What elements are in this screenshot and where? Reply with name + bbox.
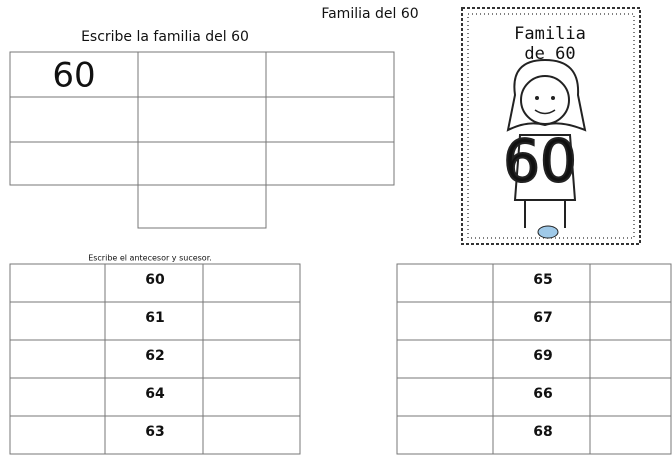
- grid-cell: [265, 141, 395, 186]
- table-cell: [396, 301, 494, 341]
- table-cell: [9, 415, 106, 455]
- table-cell: [9, 263, 106, 303]
- sequence-number: 60: [145, 272, 165, 288]
- grid-cell: [137, 96, 267, 143]
- table-cell: [9, 339, 106, 379]
- table-cell: [202, 301, 301, 341]
- grid-cell: [265, 51, 395, 98]
- sequence-number: 62: [145, 348, 164, 364]
- table-cell: [202, 263, 301, 303]
- table-cell: [589, 415, 672, 455]
- table-cell: [589, 339, 672, 379]
- sequence-number: 69: [533, 348, 552, 364]
- table-cell: [202, 415, 301, 455]
- grid-cell: [137, 141, 267, 186]
- grid-cell: [137, 184, 267, 229]
- table-cell: [202, 377, 301, 417]
- sequence-number: 68: [533, 424, 552, 440]
- sequence-instruction: Escribe el antecesor y sucesor.: [88, 254, 212, 263]
- table-cell: [396, 263, 494, 303]
- table-cell: [396, 415, 494, 455]
- table-cell: [9, 301, 106, 341]
- table-cell: [396, 377, 494, 417]
- table-cell: [589, 377, 672, 417]
- grid-cell: [137, 51, 267, 98]
- page-title: Familia del 60: [321, 6, 418, 22]
- family-instruction: Escribe la familia del 60: [81, 29, 249, 45]
- grid-cell: [9, 96, 139, 143]
- sequence-number: 61: [145, 310, 164, 326]
- table-cell: [396, 339, 494, 379]
- grid-cell: [9, 141, 139, 186]
- sequence-number: 64: [145, 386, 165, 402]
- sequence-number: 63: [145, 424, 164, 440]
- table-cell: [9, 377, 106, 417]
- cover-title: Familia: [514, 24, 586, 44]
- grid-cell: [265, 96, 395, 143]
- table-cell: [202, 339, 301, 379]
- given-number: 60: [52, 56, 95, 96]
- sequence-number: 66: [533, 386, 552, 402]
- sequence-number: 65: [533, 272, 552, 288]
- table-cell: [589, 301, 672, 341]
- sequence-number: 67: [533, 310, 552, 326]
- cover-subtitle: de 60: [524, 44, 575, 64]
- cover-numeral: 60: [503, 127, 577, 195]
- table-cell: [589, 263, 672, 303]
- cover-illustration: [461, 7, 641, 245]
